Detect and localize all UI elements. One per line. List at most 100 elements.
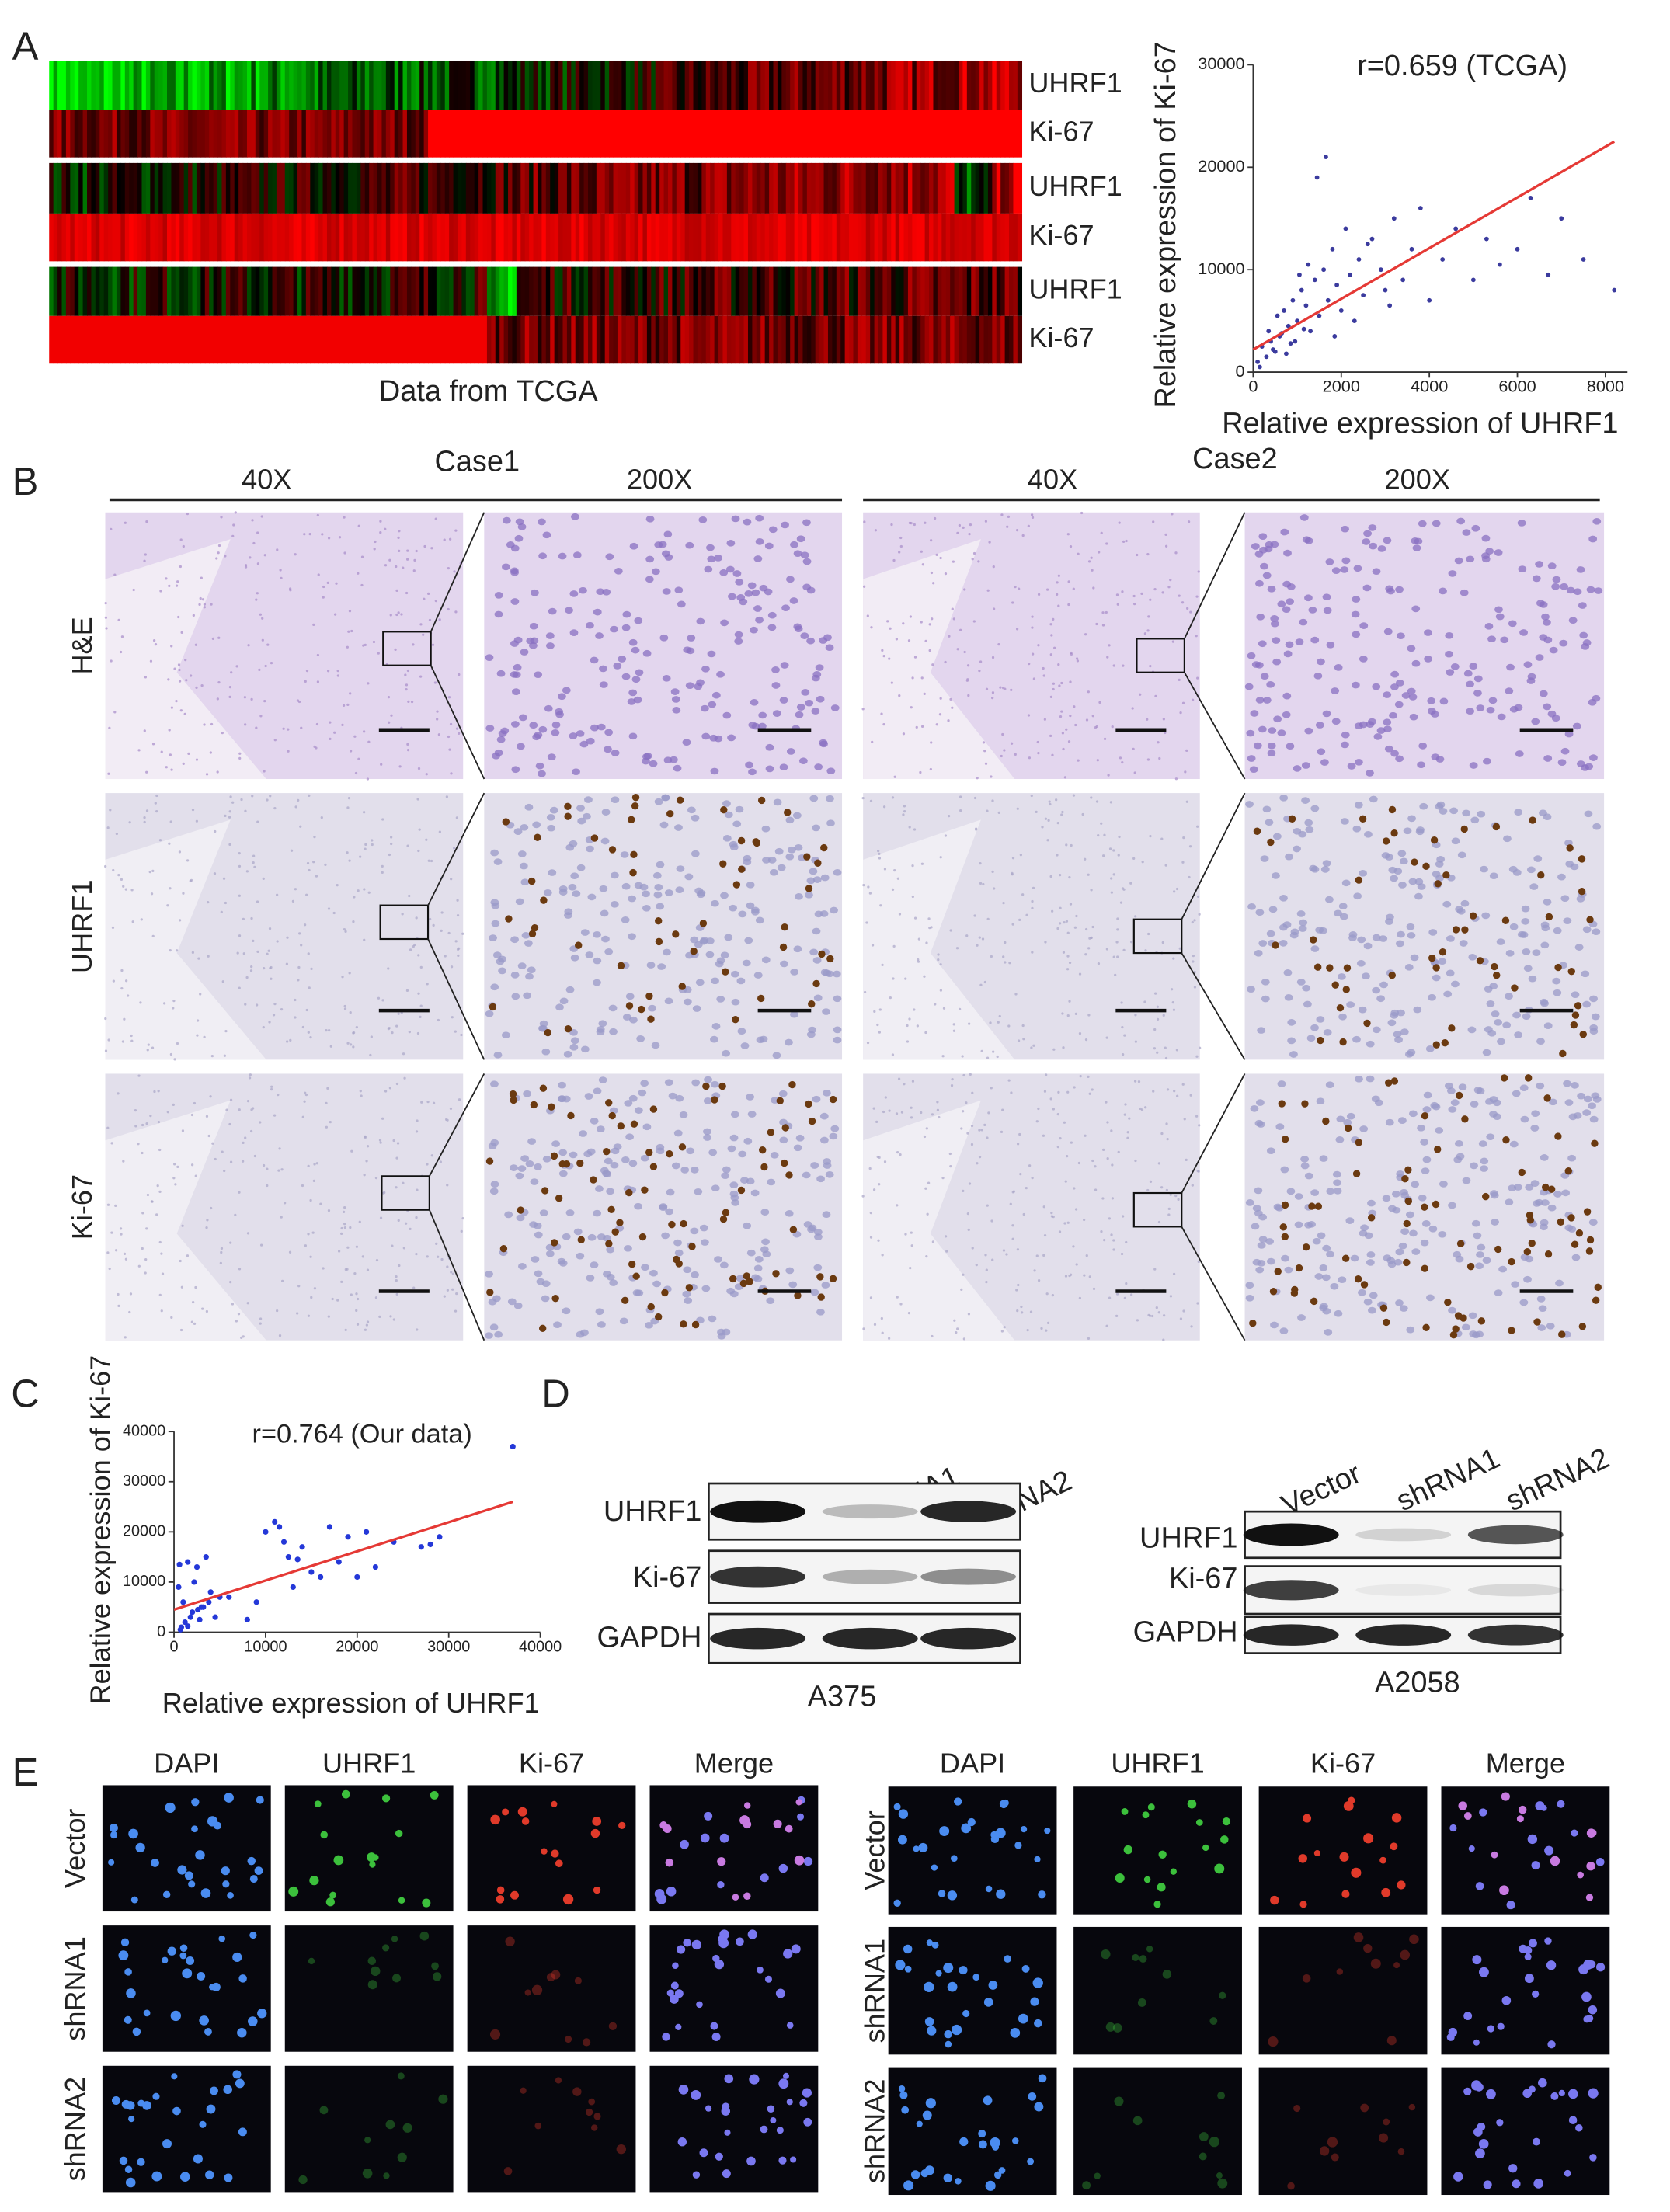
cell — [158, 1148, 162, 1152]
heatmap-stripe — [61, 315, 67, 364]
cell — [1197, 570, 1200, 573]
point — [1275, 313, 1280, 318]
heatmap-stripe — [705, 213, 711, 262]
nucleus — [1302, 536, 1311, 544]
nucleus — [1363, 942, 1373, 950]
nucleus — [573, 1228, 583, 1236]
nucleus — [810, 1162, 819, 1169]
heatmap-stripe — [992, 315, 997, 364]
cell — [326, 670, 330, 673]
nucleus — [562, 1307, 571, 1315]
heatmap-stripe — [112, 162, 117, 214]
nucleus — [485, 725, 495, 732]
nucleus — [1397, 930, 1405, 938]
nucleus — [1509, 1140, 1519, 1148]
nucleus — [812, 876, 822, 883]
point — [1391, 216, 1397, 221]
nucleus — [1571, 991, 1580, 999]
nucleus — [796, 704, 805, 711]
nucleus — [1408, 878, 1418, 885]
cell — [363, 938, 366, 941]
heatmap-stripe — [545, 60, 551, 110]
cell — [895, 1112, 899, 1115]
heatmap-stripe — [465, 60, 471, 110]
nucleus — [708, 1315, 717, 1323]
cell — [106, 1251, 110, 1254]
stained-nucleus — [649, 1105, 658, 1113]
cell — [277, 1169, 280, 1172]
heatmap-stripe — [470, 110, 475, 158]
nucleus — [661, 794, 670, 802]
cell — [997, 642, 1000, 646]
heatmap-stripe — [91, 162, 96, 214]
cell — [308, 986, 311, 989]
heatmap-stripe — [592, 315, 597, 364]
nucleus — [1484, 1026, 1493, 1033]
heatmap-stripe — [150, 315, 155, 364]
nucleus — [1304, 727, 1313, 735]
heatmap-stripe — [588, 315, 593, 364]
nucleus — [691, 814, 700, 822]
nucleus — [674, 824, 683, 831]
cell — [1031, 652, 1035, 656]
nucleus — [572, 551, 582, 558]
heatmap-stripe — [57, 213, 63, 262]
heatmap-stripe — [280, 266, 286, 316]
cell — [384, 527, 387, 530]
cell — [352, 920, 355, 923]
cell — [1103, 737, 1107, 741]
nucleus — [666, 1188, 675, 1196]
cell — [877, 850, 880, 853]
nucleus — [257, 2009, 267, 2019]
cell — [1160, 1186, 1164, 1189]
cell — [244, 565, 248, 569]
heatmap-stripe — [436, 60, 442, 110]
heatmap-stripe — [179, 266, 185, 316]
cell — [238, 752, 242, 755]
cell — [336, 674, 339, 677]
cell — [1010, 742, 1014, 745]
nucleus — [510, 721, 520, 728]
heatmap-stripe — [284, 162, 290, 214]
heatmap-stripe — [832, 162, 837, 214]
heatmap-stripe — [714, 162, 719, 214]
nucleus — [584, 1093, 593, 1100]
cell — [155, 1213, 158, 1216]
nucleus — [758, 711, 767, 719]
heatmap-stripe — [322, 213, 328, 262]
heatmap-stripe — [684, 60, 690, 110]
cell — [280, 1007, 284, 1011]
cell — [419, 1015, 422, 1018]
cell — [245, 870, 249, 873]
nucleus — [642, 890, 650, 898]
nucleus — [641, 757, 650, 765]
cell — [109, 809, 112, 812]
nucleus — [1372, 1026, 1381, 1034]
heatmap-stripe — [579, 60, 585, 110]
cell — [1116, 955, 1119, 958]
heatmap-stripe — [70, 213, 75, 262]
heatmap-stripe — [987, 213, 993, 262]
point — [244, 1616, 250, 1622]
cell — [1011, 601, 1014, 604]
cell — [866, 1041, 870, 1045]
point — [1352, 318, 1357, 324]
nucleus — [325, 1897, 335, 1907]
heatmap-stripe — [238, 162, 244, 214]
blot-band — [1467, 1525, 1564, 1545]
cell — [362, 811, 366, 814]
nucleus — [1438, 1230, 1447, 1238]
heatmap-stripe — [423, 110, 429, 158]
nucleus — [1589, 995, 1598, 1003]
heatmap-stripe — [491, 266, 496, 316]
nucleus — [1261, 995, 1270, 1003]
nucleus — [780, 960, 788, 968]
cell — [865, 921, 868, 924]
cell — [955, 947, 959, 950]
cell — [238, 986, 241, 989]
heatmap-stripe — [167, 213, 172, 262]
cell — [1011, 1191, 1014, 1194]
heatmap-stripe — [613, 162, 618, 214]
stained-nucleus — [1432, 1200, 1440, 1209]
nucleus — [593, 608, 602, 616]
